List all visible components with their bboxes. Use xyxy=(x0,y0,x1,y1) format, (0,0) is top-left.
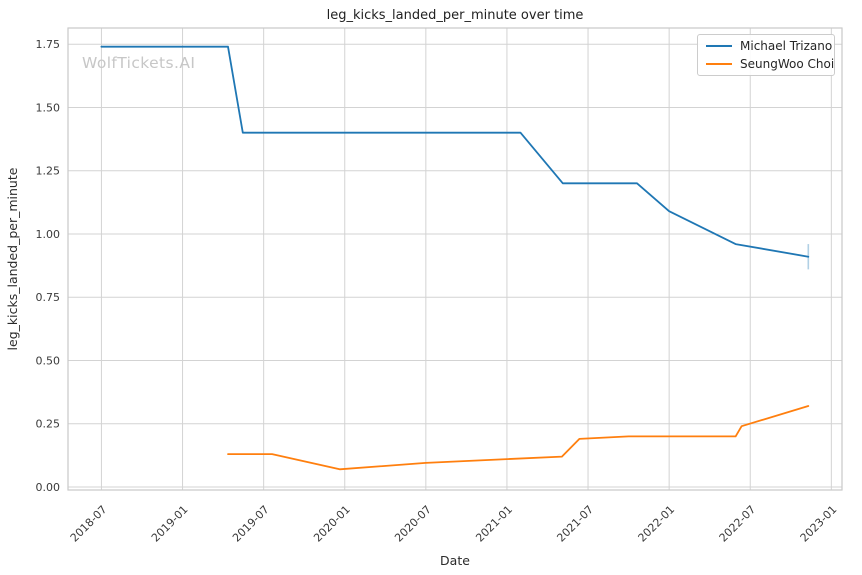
x-tick-label: 2021-07 xyxy=(554,503,596,545)
x-tick-label: 2023-01 xyxy=(798,503,840,545)
series-layer xyxy=(100,45,810,471)
legend-item-seungwoo-choi: SeungWoo Choi xyxy=(706,57,834,71)
series-line-seungwoo-choi xyxy=(227,405,810,471)
x-axis-label: Date xyxy=(440,553,470,568)
legend-line-swatch-seungwoo-choi xyxy=(706,63,732,65)
legend-item-michael-trizano: Michael Trizano xyxy=(706,39,832,53)
y-axis-label: leg_kicks_landed_per_minute xyxy=(5,167,20,350)
x-tick-label: 2020-01 xyxy=(311,503,353,545)
plot-border xyxy=(67,27,843,491)
x-tick-label: 2021-01 xyxy=(473,503,515,545)
x-tick-label: 2018-07 xyxy=(68,503,110,545)
chart-title: leg_kicks_landed_per_minute over time xyxy=(327,8,584,23)
y-tick-label: 1.00 xyxy=(36,228,61,241)
x-tick-label: 2020-07 xyxy=(392,503,434,545)
legend-label-seungwoo-choi: SeungWoo Choi xyxy=(740,57,835,71)
y-tick-label: 1.25 xyxy=(36,165,61,178)
y-tick-label: 0.75 xyxy=(36,291,61,304)
legend-line-swatch-michael-trizano xyxy=(706,45,732,47)
tick-layer: 0.00 0.25 0.50 0.75 1.00 1.25 1.50 1.75 2018-07 2… xyxy=(36,38,840,544)
y-tick-label: 0.00 xyxy=(36,481,61,494)
x-tick-label: 2019-01 xyxy=(149,503,191,545)
x-tick-label: 2022-07 xyxy=(717,503,759,545)
series-line-michael-trizano xyxy=(100,45,810,258)
y-tick-label: 0.50 xyxy=(36,354,61,367)
watermark: WolfTickets.AI xyxy=(82,54,195,72)
legend: Michael Trizano SeungWoo Choi xyxy=(697,34,835,76)
grid-layer xyxy=(67,27,843,491)
y-tick-label: 1.75 xyxy=(36,38,61,51)
y-tick-label: 1.50 xyxy=(36,101,61,114)
y-tick-label: 0.25 xyxy=(36,418,61,431)
legend-label-michael-trizano: Michael Trizano xyxy=(740,39,833,53)
x-tick-label: 2022-01 xyxy=(636,503,678,545)
x-tick-label: 2019-07 xyxy=(230,503,272,545)
